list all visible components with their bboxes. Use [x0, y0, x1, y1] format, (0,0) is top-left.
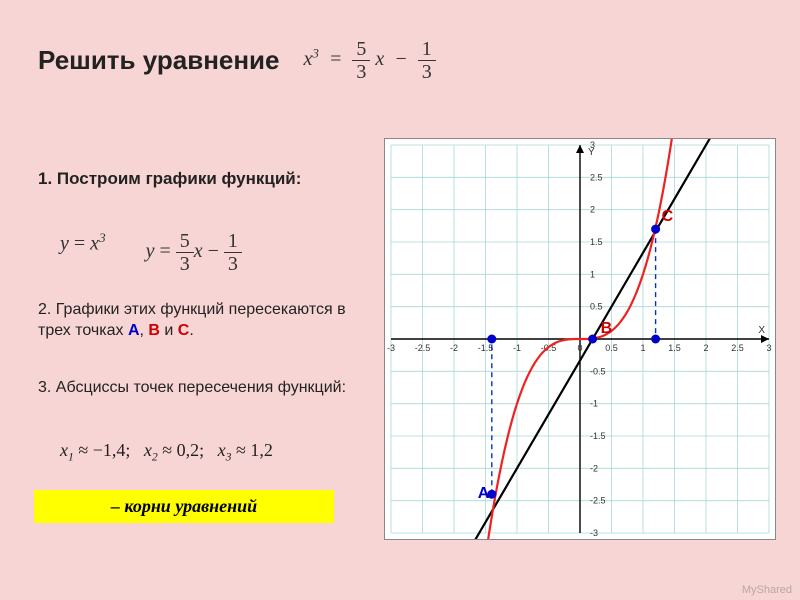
step-1: 1. Построим графики функций:	[38, 168, 368, 190]
svg-text:-1.5: -1.5	[590, 431, 606, 441]
svg-text:X: X	[758, 325, 765, 336]
svg-text:1: 1	[590, 269, 595, 279]
svg-text:-2: -2	[590, 463, 598, 473]
equation-cubic: y = x3	[60, 230, 106, 275]
svg-text:0.5: 0.5	[605, 343, 618, 353]
svg-text:-3: -3	[387, 343, 395, 353]
main-equation: x3 = 53 x − 13	[304, 38, 436, 83]
svg-text:В: В	[601, 320, 613, 337]
svg-text:-2.5: -2.5	[415, 343, 431, 353]
svg-text:Y: Y	[588, 147, 595, 158]
svg-text:А: А	[478, 485, 490, 502]
equation-line: y = 53x − 13	[146, 230, 242, 275]
svg-text:-1.5: -1.5	[478, 343, 494, 353]
step-3: 3. Абсциссы точек пересечения функций:	[38, 378, 368, 399]
title-row: Решить уравнение x3 = 53 x − 13	[38, 38, 436, 83]
svg-text:2: 2	[703, 343, 708, 353]
svg-text:-1: -1	[513, 343, 521, 353]
svg-text:1.5: 1.5	[590, 237, 603, 247]
page-title: Решить уравнение	[38, 45, 280, 76]
svg-text:-2: -2	[450, 343, 458, 353]
chart-svg: -3 -2.5 -2 -1.5 -1 -0.5 0 0.5 1 1.5 2 2.5 3 -3 -2.5 -2 -…	[385, 139, 775, 539]
svg-text:1: 1	[640, 343, 645, 353]
svg-text:-0.5: -0.5	[590, 366, 606, 376]
svg-text:2.5: 2.5	[731, 343, 744, 353]
watermark: MyShared	[742, 584, 792, 596]
svg-text:0.5: 0.5	[590, 302, 603, 312]
svg-text:-2.5: -2.5	[590, 496, 606, 506]
svg-text:-3: -3	[590, 528, 598, 538]
svg-text:1.5: 1.5	[668, 343, 681, 353]
svg-text:2.5: 2.5	[590, 172, 603, 182]
roots-values: x1 ≈ −1,4; x2 ≈ 0,2; x3 ≈ 1,2	[60, 440, 273, 464]
svg-text:3: 3	[766, 343, 771, 353]
svg-text:0: 0	[577, 343, 582, 353]
chart: -3 -2.5 -2 -1.5 -1 -0.5 0 0.5 1 1.5 2 2.5 3 -3 -2.5 -2 -…	[384, 138, 776, 540]
svg-text:-1: -1	[590, 399, 598, 409]
equations-row: y = x3 y = 53x − 13	[60, 230, 242, 275]
step-2: 2. Графики этих функций пересекаются в т…	[38, 300, 368, 342]
svg-text:С: С	[662, 208, 674, 225]
svg-text:2: 2	[590, 205, 595, 215]
roots-highlight: – корни уравнений	[34, 490, 334, 523]
